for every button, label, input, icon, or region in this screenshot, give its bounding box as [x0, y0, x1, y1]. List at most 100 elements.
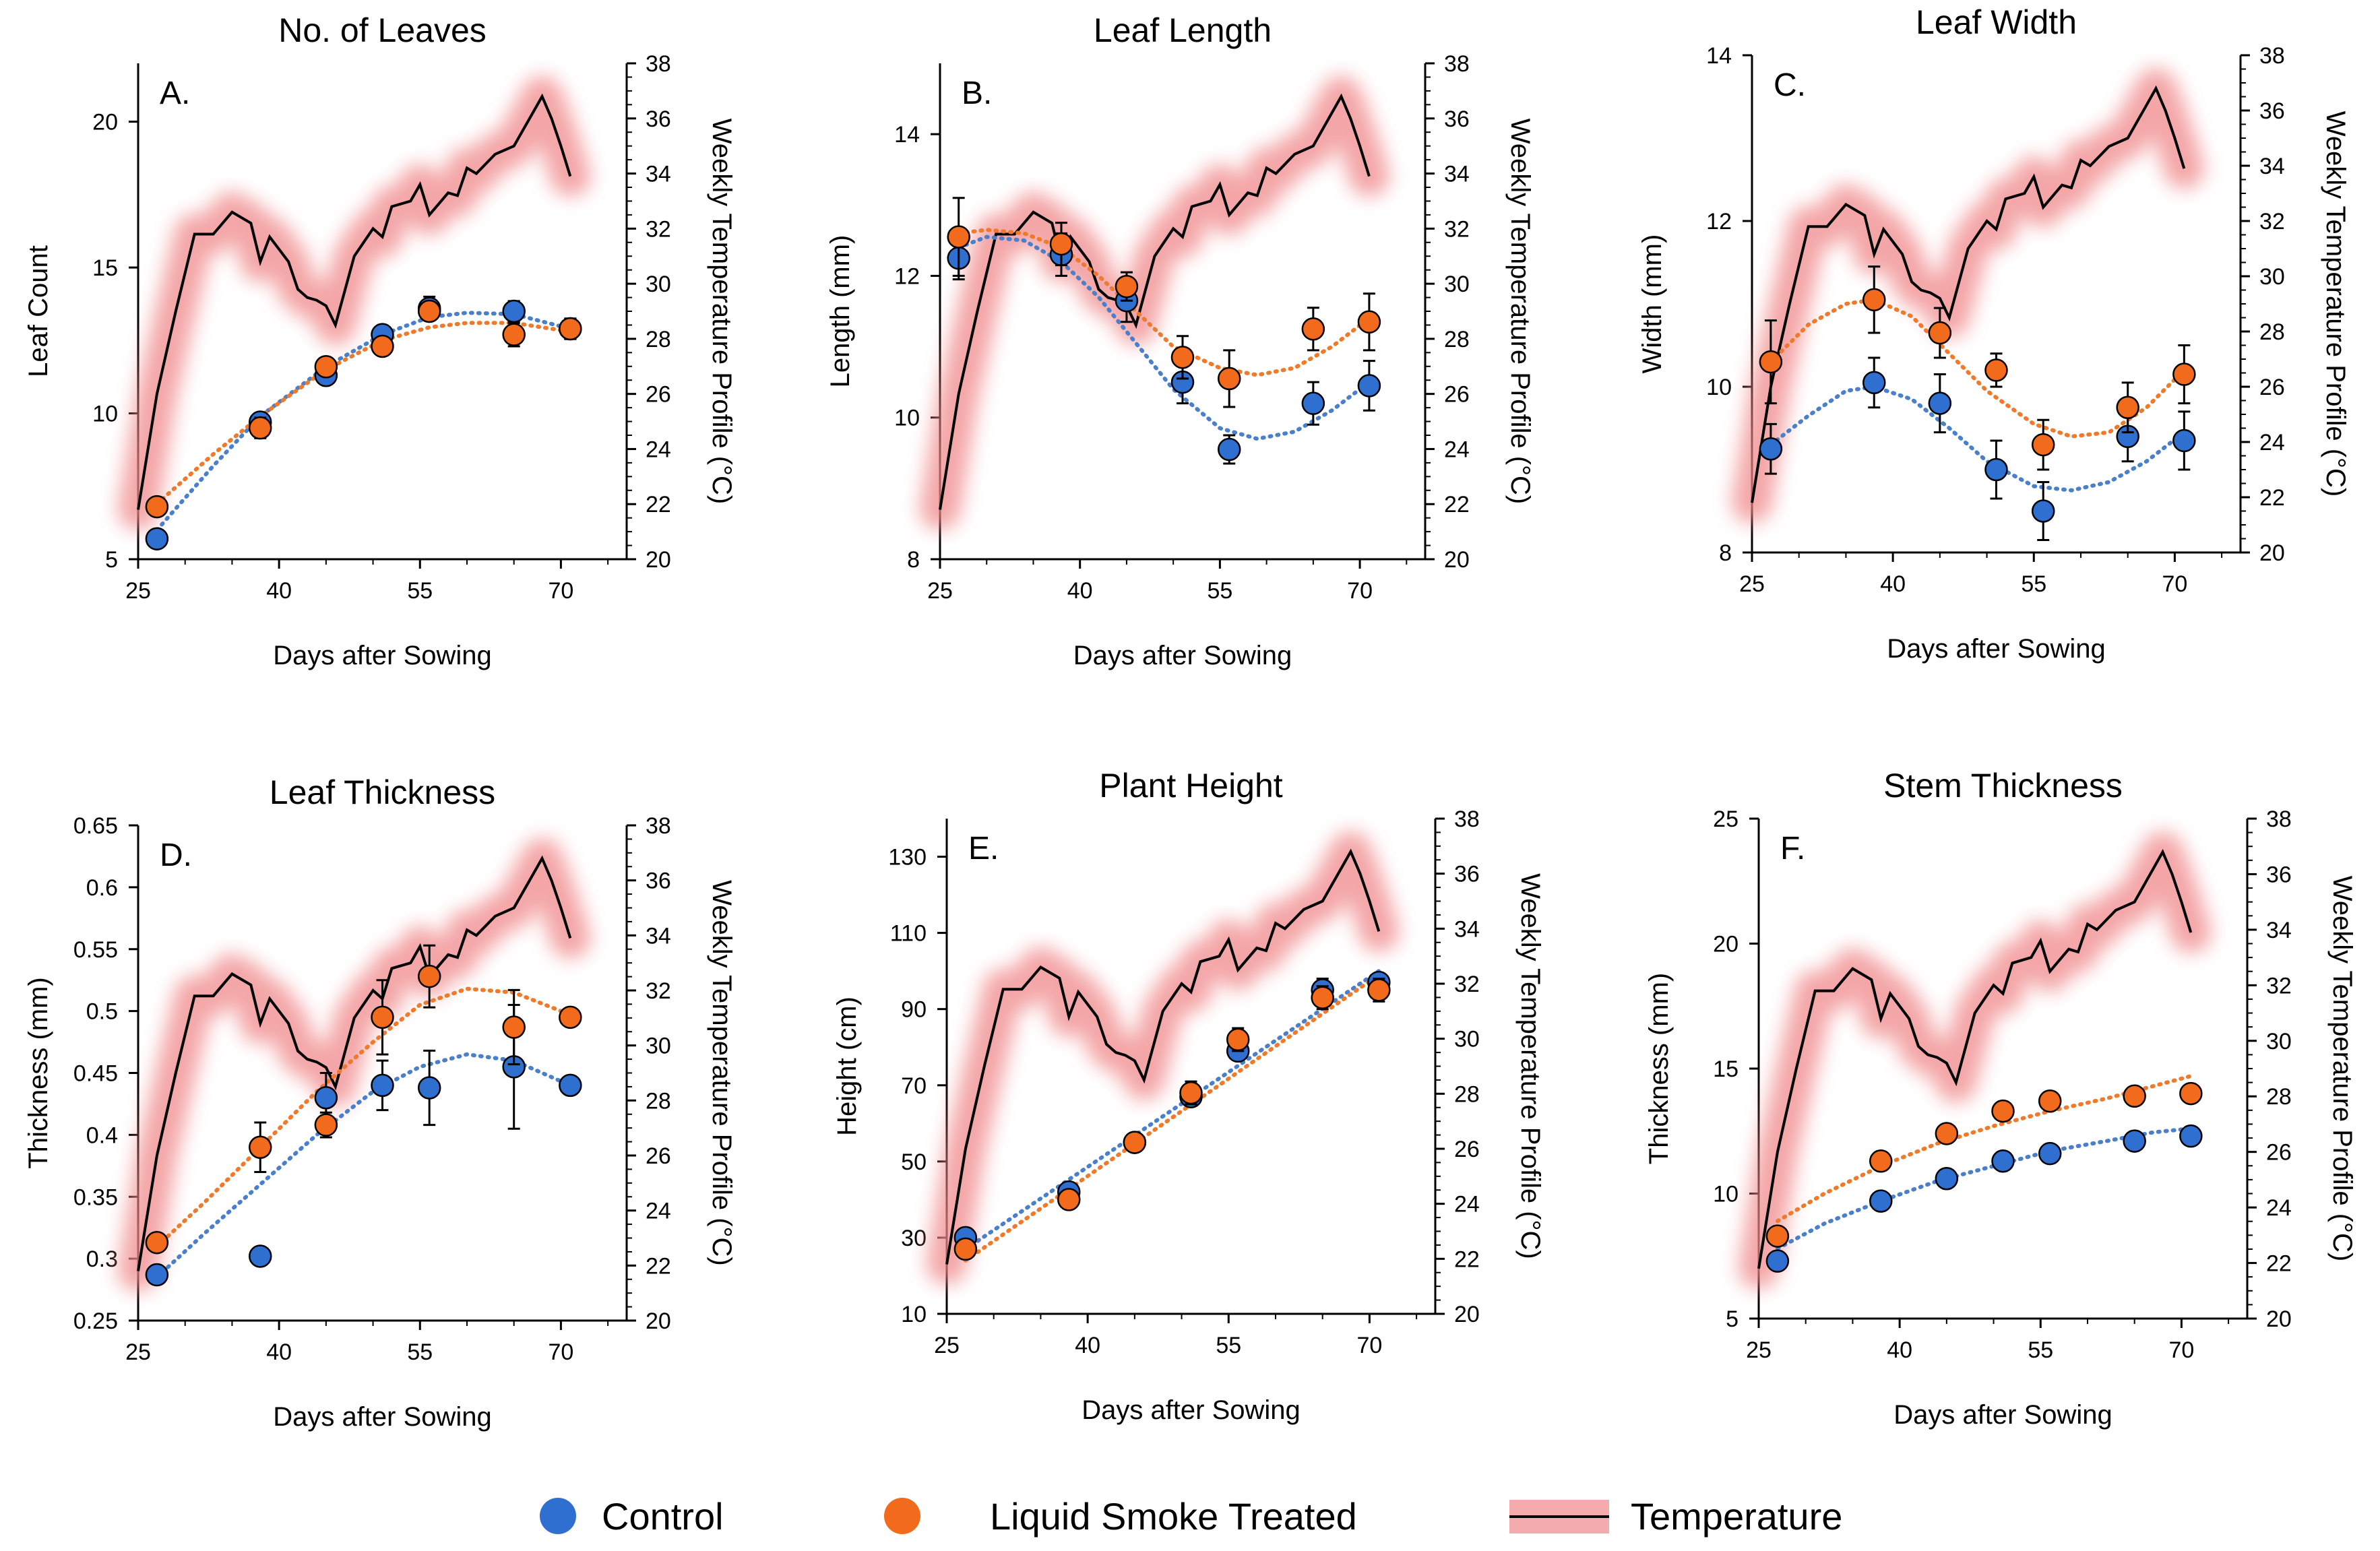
y2-tick-label: 36 — [1444, 106, 1470, 132]
y2-tick-label: 26 — [646, 1143, 671, 1169]
x-tick-label: 40 — [1887, 1337, 1912, 1363]
x-tick-label: 40 — [266, 578, 292, 604]
treated-point — [145, 1230, 169, 1255]
y2-tick-label: 28 — [2266, 1084, 2292, 1110]
treated-point — [1367, 978, 1391, 1002]
chart-title: Leaf Thickness — [270, 773, 495, 811]
control-point — [1862, 371, 1886, 395]
y-tick-label: 10 — [1706, 375, 1732, 400]
y-tick-label: 14 — [1706, 43, 1732, 69]
chart-panels: No. of Leaves A. 25 40 55 70 5 10 15 20 20 22 24 26 28… — [24, 3, 2357, 1432]
treated-point — [1357, 310, 1381, 334]
treated-point — [1226, 1027, 1250, 1052]
control-point — [1357, 374, 1381, 398]
control-point — [1928, 391, 1952, 415]
legend-treated-marker — [884, 1498, 920, 1534]
x-axis-label: Days after Sowing — [1073, 641, 1292, 670]
treated-point — [1217, 367, 1241, 391]
y2-tick-label: 24 — [1454, 1192, 1480, 1217]
chart-title: Plant Height — [1099, 767, 1282, 804]
treated-trend-line — [154, 321, 573, 506]
treated-trend-line — [963, 972, 1381, 1263]
y-tick-label: 0.3 — [86, 1246, 118, 1272]
y2-tick-label: 32 — [2259, 209, 2285, 234]
y2-axis-label: Weekly Temperature Profile (°C) — [707, 880, 737, 1265]
treated-point — [1311, 986, 1334, 1009]
control-point — [2172, 429, 2196, 453]
treated-point — [1301, 317, 1325, 341]
control-point — [1217, 437, 1241, 462]
panel-letter: D. — [160, 837, 192, 873]
y2-tick-label: 22 — [2259, 485, 2285, 511]
y2-tick-label: 28 — [1454, 1081, 1480, 1107]
y-tick-label: 25 — [1713, 806, 1739, 832]
temperature-line — [137, 93, 572, 510]
y-tick-label: 0.65 — [73, 813, 118, 839]
y2-tick-label: 30 — [646, 272, 671, 297]
y2-tick-label: 34 — [2259, 154, 2285, 179]
treated-point — [559, 1005, 582, 1030]
x-tick-label: 70 — [548, 578, 573, 604]
treated-point — [1984, 358, 2008, 382]
y-tick-label: 20 — [1713, 932, 1739, 957]
y-tick-label: 12 — [894, 263, 920, 289]
x-tick-label: 70 — [1347, 578, 1373, 604]
y2-tick-label: 32 — [646, 216, 671, 242]
treated-trend-line — [1768, 297, 2187, 439]
x-tick-label: 40 — [266, 1339, 292, 1365]
x-tick-label: 55 — [1216, 1333, 1241, 1358]
y-tick-label: 10 — [1713, 1182, 1739, 1207]
x-tick-label: 55 — [1207, 578, 1232, 604]
control-trend-line — [963, 969, 1381, 1251]
y2-tick-label: 24 — [2259, 430, 2285, 455]
control-point — [1765, 1249, 1790, 1273]
control-point — [1869, 1189, 1893, 1213]
y2-axis-label: Weekly Temperature Profile (°C) — [2327, 876, 2357, 1261]
panel-letter: C. — [1774, 67, 1806, 103]
x-tick-label: 40 — [1880, 571, 1906, 597]
legend-temperature-label: Temperature — [1631, 1495, 1842, 1538]
temperature-line — [945, 848, 1381, 1265]
treated-point — [1869, 1149, 1893, 1173]
legend-control-label: Control — [602, 1495, 724, 1538]
y-tick-label: 0.35 — [73, 1184, 118, 1210]
treated-point — [1170, 346, 1195, 369]
y2-tick-label: 36 — [646, 868, 671, 894]
chart-panel-c: Leaf Width C. 25 40 55 70 8 10 12 14 20 22 24 26 28 30 3… — [1637, 3, 2350, 664]
x-axis-label: Days after Sowing — [1082, 1395, 1301, 1425]
treated-point — [947, 225, 970, 249]
control-point — [145, 527, 169, 550]
y2-tick-label: 38 — [1444, 51, 1470, 77]
treated-point — [314, 355, 338, 379]
treated-point — [2123, 1084, 2146, 1108]
treated-point — [1991, 1099, 2015, 1123]
y-tick-label: 10 — [901, 1302, 927, 1327]
control-point — [1759, 437, 1783, 461]
x-tick-label: 55 — [2028, 1337, 2053, 1363]
control-point — [417, 1076, 441, 1100]
treated-trend-line — [154, 986, 573, 1248]
panel-letter: F. — [1780, 831, 1805, 866]
y2-tick-label: 20 — [2259, 540, 2285, 566]
treated-point — [314, 1113, 338, 1137]
y2-tick-label: 22 — [1454, 1246, 1480, 1272]
y2-tick-label: 28 — [646, 327, 671, 352]
y2-tick-label: 20 — [646, 547, 671, 573]
temperature-glow — [118, 76, 591, 530]
control-point — [1301, 391, 1325, 415]
y2-tick-label: 24 — [1444, 437, 1470, 462]
y-axis-label: Thickness (mm) — [24, 977, 53, 1168]
treated-point — [2038, 1089, 2062, 1113]
control-point — [2179, 1124, 2203, 1148]
x-tick-label: 70 — [1356, 1333, 1382, 1358]
x-tick-label: 25 — [125, 1339, 151, 1365]
y-tick-label: 30 — [901, 1226, 927, 1251]
treated-point — [2179, 1081, 2203, 1106]
treated-point — [1115, 274, 1139, 298]
treated-point — [249, 416, 272, 440]
y2-tick-label: 26 — [1454, 1137, 1480, 1162]
chart-title: Stem Thickness — [1883, 767, 2123, 804]
control-point — [314, 1086, 338, 1110]
control-trend-line — [956, 234, 1371, 441]
